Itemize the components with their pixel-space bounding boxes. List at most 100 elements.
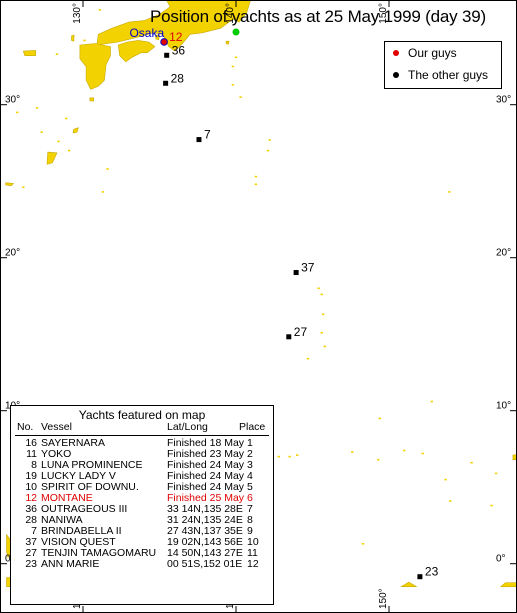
row-no: 27 xyxy=(25,547,37,559)
islet xyxy=(322,313,325,316)
islet xyxy=(268,139,271,141)
row-vessel: ANN MARIE xyxy=(41,558,100,570)
lon-label: 150° xyxy=(378,588,389,609)
islet xyxy=(254,175,258,178)
row-vessel: MONTANE xyxy=(41,492,93,504)
islet xyxy=(430,400,433,403)
lat-label: 0° xyxy=(496,554,506,565)
islet xyxy=(57,140,60,143)
table-row: 7 BRINDABELLA II 27 43N,137 35E 9 xyxy=(11,525,273,537)
islet xyxy=(494,472,498,475)
place-labels: Osakaeoul xyxy=(129,26,240,40)
table-row: 37 VISION QUEST 19 02N,143 56E 10 xyxy=(11,536,273,548)
land-mass xyxy=(499,582,517,588)
land-mass xyxy=(71,34,75,42)
table-row: 28 NANIWA 31 24N,135 24E 8 xyxy=(11,514,273,526)
table-row: 11 YOKO Finished 23 May 2 xyxy=(11,448,273,460)
row-no: 16 xyxy=(25,437,37,449)
lon-label: 130° xyxy=(72,3,83,24)
islet xyxy=(449,500,452,502)
islet xyxy=(254,183,258,186)
land-mass xyxy=(5,182,15,187)
yacht-number: 28 xyxy=(171,71,185,85)
row-latlong: 27 43N,137 35E xyxy=(167,525,243,537)
row-vessel: BRINDABELLA II xyxy=(41,525,122,537)
row-place: 8 xyxy=(247,514,253,526)
legend: Our guys The other guys xyxy=(384,41,502,89)
row-place: 1 xyxy=(247,437,253,449)
land-mass xyxy=(155,34,160,41)
yacht-marker xyxy=(196,137,202,143)
islet xyxy=(239,96,242,98)
yacht-marker xyxy=(163,80,169,86)
row-no: 28 xyxy=(25,514,37,526)
islet xyxy=(22,186,25,189)
islet xyxy=(306,357,310,360)
islet xyxy=(317,287,320,290)
islet xyxy=(320,331,323,334)
row-vessel: VISION QUEST xyxy=(41,536,116,548)
finish-marker xyxy=(232,28,240,36)
islet xyxy=(421,452,424,455)
islet xyxy=(101,191,105,193)
table-row: 27 TENJIN TAMAGOMARU 14 50N,143 27E 11 xyxy=(11,547,273,559)
islet xyxy=(234,56,238,59)
islet xyxy=(377,458,380,461)
islet xyxy=(68,149,71,152)
row-latlong: 31 24N,135 24E xyxy=(167,514,243,526)
islet xyxy=(98,9,101,11)
islet xyxy=(231,65,235,68)
islet xyxy=(403,449,406,452)
land-mass xyxy=(72,127,79,134)
land-mass xyxy=(96,0,251,52)
black-dot-icon xyxy=(393,72,399,78)
land-mass xyxy=(46,151,58,165)
table-row: 36 OUTRAGEOUS III 33 14N,135 28E 7 xyxy=(11,503,273,515)
row-vessel: LUCKY LADY V xyxy=(41,470,116,482)
islet xyxy=(16,111,19,114)
table-row: 8 LUNA PROMINENCE Finished 24 May 3 xyxy=(11,459,273,471)
islet xyxy=(231,84,235,86)
row-place: 2 xyxy=(247,448,253,460)
row-latlong: 14 50N,143 27E xyxy=(167,547,243,559)
row-latlong: Finished 24 May xyxy=(167,481,245,493)
islet xyxy=(361,543,365,545)
table-row: 10 SPIRIT OF DOWNU. Finished 24 May 5 xyxy=(11,481,273,493)
lat-label: 10° xyxy=(496,401,511,412)
row-no: 7 xyxy=(31,525,37,537)
header-place: Place xyxy=(239,421,266,433)
row-place: 6 xyxy=(247,492,253,504)
table-row: 19 LUCKY LADY V Finished 24 May 4 xyxy=(11,470,273,482)
row-latlong: 19 02N,143 56E xyxy=(167,536,243,548)
row-vessel: TENJIN TAMAGOMARU xyxy=(41,547,157,559)
yacht-marker xyxy=(164,52,170,58)
row-no: 19 xyxy=(25,470,37,482)
land-mass xyxy=(79,43,111,90)
row-latlong: Finished 25 May xyxy=(167,492,245,504)
row-vessel: OUTRAGEOUS III xyxy=(41,503,128,515)
islet xyxy=(378,417,381,420)
row-latlong: Finished 24 May xyxy=(167,459,245,471)
row-place: 4 xyxy=(247,470,253,482)
islet xyxy=(351,451,354,453)
lat-label: 20° xyxy=(5,248,20,259)
islet xyxy=(288,455,291,458)
row-vessel: SPIRIT OF DOWNU. xyxy=(41,481,139,493)
row-vessel: YOKO xyxy=(41,448,72,460)
row-latlong: Finished 24 May xyxy=(167,470,245,482)
lon-label: 150° xyxy=(378,3,389,24)
legend-ours-label: Our guys xyxy=(408,46,457,60)
table-row: 23 ANN MARIE 00 51S,152 01E 12 xyxy=(11,558,273,570)
islet xyxy=(40,131,43,133)
table-title: Yachts featured on map xyxy=(78,408,206,422)
yacht-number: 36 xyxy=(172,43,186,57)
land-mass xyxy=(89,97,94,102)
row-latlong: 33 14N,135 28E xyxy=(167,503,243,515)
yachts-table: Yachts featured on map No. Vessel Lat/Lo… xyxy=(10,405,274,605)
header-latlong: Lat/Long xyxy=(167,421,208,433)
islet xyxy=(320,293,323,296)
land-mass xyxy=(400,581,418,588)
islet xyxy=(323,345,326,348)
islet xyxy=(444,478,447,481)
